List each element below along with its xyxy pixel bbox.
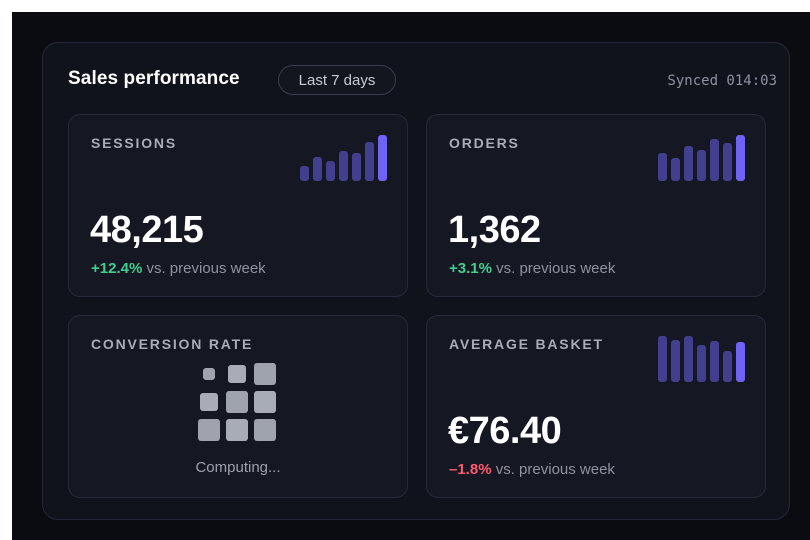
change-percent: +3.1% bbox=[449, 260, 492, 277]
comparison-text: vs. previous week bbox=[146, 260, 266, 277]
sparkline-bar bbox=[710, 139, 719, 181]
loader-square bbox=[198, 419, 220, 441]
comparison-text: vs. previous week bbox=[495, 461, 615, 478]
loader-square bbox=[254, 363, 276, 385]
orders-card: ORDERS 1,362 +3.1% vs. previous week bbox=[426, 114, 766, 297]
sparkline-bar bbox=[339, 151, 348, 181]
sparkline-bar bbox=[658, 336, 667, 382]
loader-square bbox=[254, 391, 276, 413]
panel-title: Sales performance bbox=[68, 68, 240, 89]
card-label: CONVERSION RATE bbox=[91, 336, 254, 352]
sparkline-bar bbox=[326, 161, 335, 181]
sessions-delta: +12.4% vs. previous week bbox=[91, 260, 266, 277]
sparkline-bar bbox=[352, 153, 361, 181]
card-label: ORDERS bbox=[449, 135, 520, 151]
date-range-selector[interactable]: Last 7 days bbox=[278, 65, 396, 95]
sparkline-bar bbox=[313, 157, 322, 181]
sync-status: Synced 014:03 bbox=[667, 73, 777, 89]
loader-square bbox=[254, 419, 276, 441]
sparkline-bar bbox=[697, 150, 706, 181]
change-percent: +12.4% bbox=[91, 260, 143, 277]
sparkline-bar bbox=[671, 158, 680, 181]
sparkline-bar bbox=[723, 351, 732, 382]
sparkline-bar bbox=[736, 342, 745, 382]
sparkline-bar bbox=[710, 341, 719, 382]
loader-square bbox=[200, 393, 218, 411]
sparkline-bar bbox=[365, 142, 374, 181]
loader-square bbox=[226, 419, 248, 441]
basket-sparkline bbox=[658, 336, 745, 382]
sparkline-bar bbox=[684, 336, 693, 382]
sessions-card: SESSIONS 48,215 +12.4% vs. previous week bbox=[68, 114, 408, 297]
orders-value: 1,362 bbox=[448, 209, 541, 251]
card-label: AVERAGE BASKET bbox=[449, 336, 604, 352]
conversion-rate-card: CONVERSION RATE Computing... bbox=[68, 315, 408, 498]
basket-delta: –1.8% vs. previous week bbox=[449, 461, 615, 478]
orders-delta: +3.1% vs. previous week bbox=[449, 260, 615, 277]
loader-square bbox=[228, 365, 246, 383]
orders-sparkline bbox=[658, 135, 745, 181]
loading-spinner-icon bbox=[198, 363, 276, 441]
sparkline-bar bbox=[684, 146, 693, 181]
change-percent: –1.8% bbox=[449, 461, 492, 478]
sales-performance-panel: Sales performance Last 7 days Synced 014… bbox=[42, 42, 790, 520]
sparkline-bar bbox=[736, 135, 745, 181]
sparkline-bar bbox=[658, 153, 667, 181]
sparkline-bar bbox=[300, 166, 309, 181]
card-label: SESSIONS bbox=[91, 135, 177, 151]
computing-status: Computing... bbox=[195, 459, 281, 476]
basket-value: €76.40 bbox=[448, 410, 562, 452]
average-basket-card: AVERAGE BASKET €76.40 –1.8% vs. previous… bbox=[426, 315, 766, 498]
loader-square bbox=[226, 391, 248, 413]
sparkline-bar bbox=[671, 340, 680, 382]
dashboard-background: Sales performance Last 7 days Synced 014… bbox=[12, 12, 810, 540]
sparkline-bar bbox=[697, 345, 706, 382]
comparison-text: vs. previous week bbox=[496, 260, 616, 277]
sessions-value: 48,215 bbox=[90, 209, 204, 251]
loader-square bbox=[203, 368, 215, 380]
sparkline-bar bbox=[378, 135, 387, 181]
sparkline-bar bbox=[723, 143, 732, 181]
sessions-sparkline bbox=[300, 135, 387, 181]
